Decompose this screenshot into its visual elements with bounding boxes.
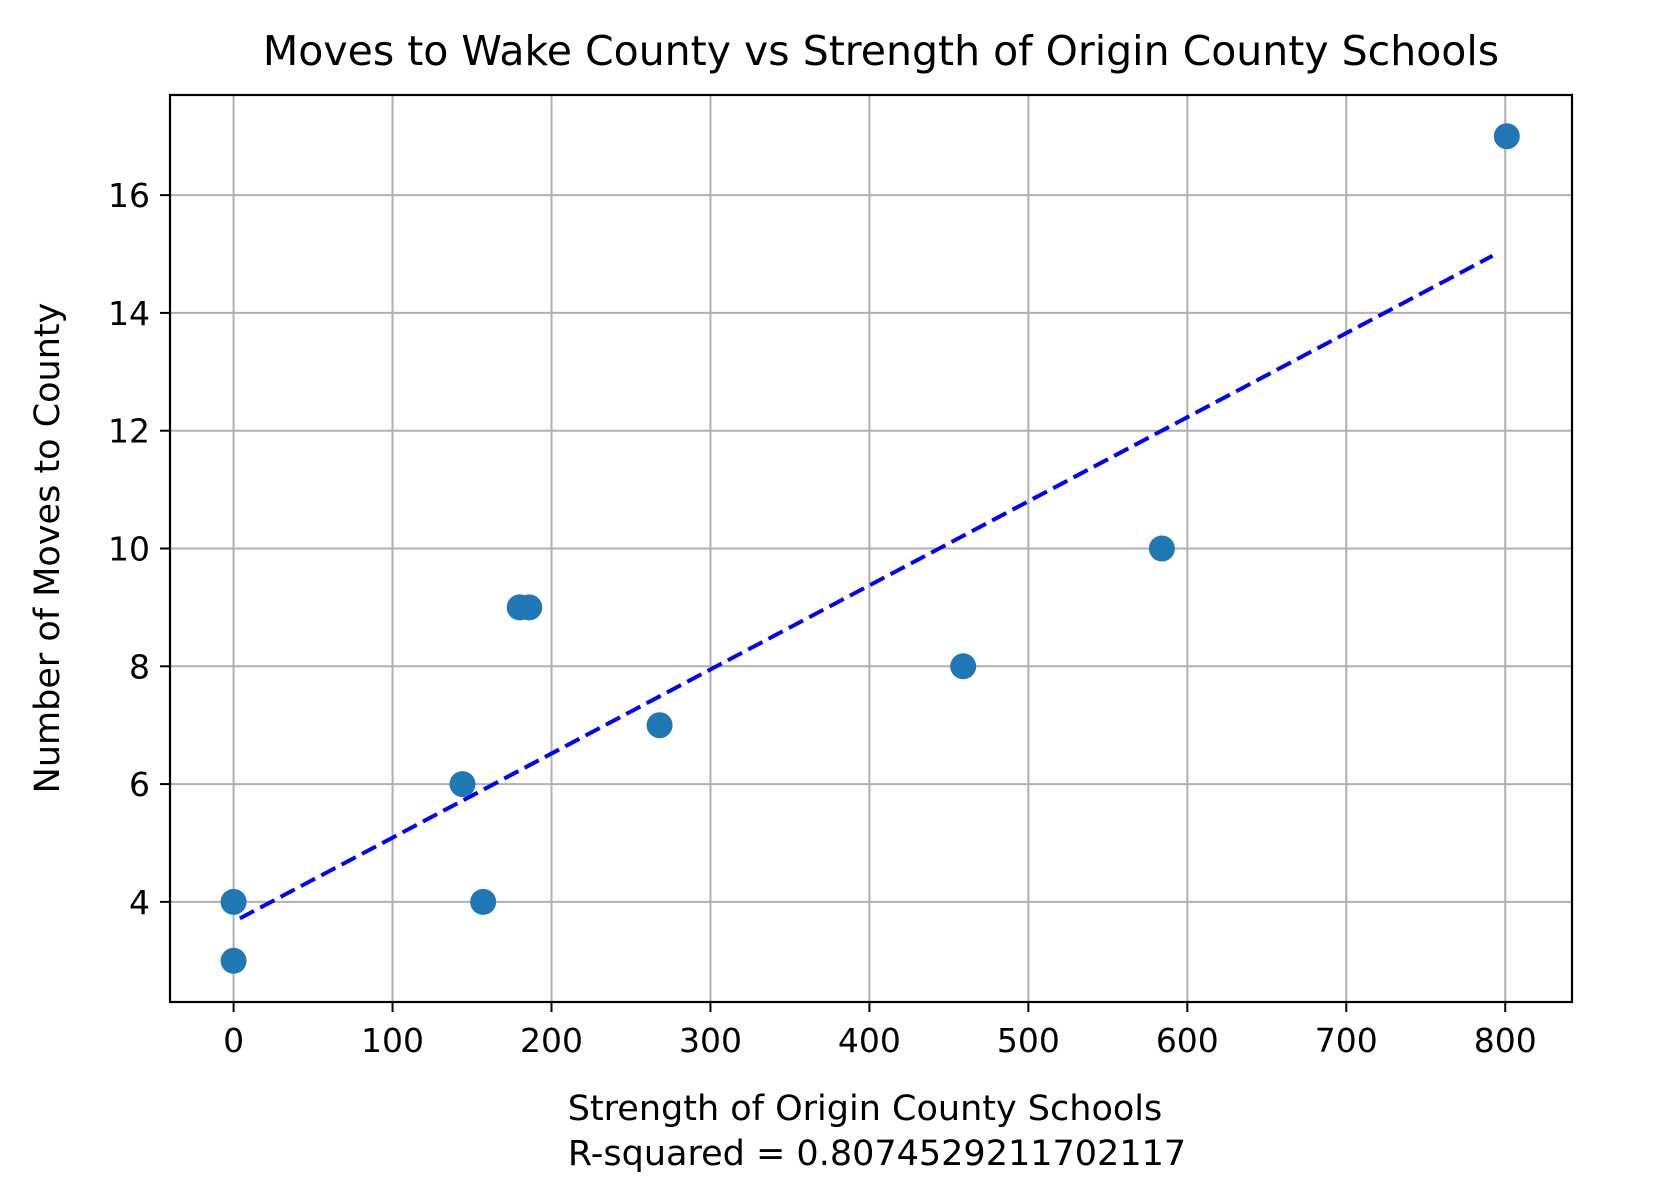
x-axis-label: Strength of Origin County Schools <box>568 1089 1163 1129</box>
y-tick-label: 4 <box>129 883 150 922</box>
scatter-point <box>1148 535 1175 562</box>
x-tick-label: 500 <box>997 1021 1060 1060</box>
r-squared-label: R-squared = 0.8074529211702117 <box>568 1134 1186 1174</box>
y-tick-label: 6 <box>129 765 150 804</box>
x-tick-label: 800 <box>1474 1021 1537 1060</box>
x-tick-label: 100 <box>361 1021 424 1060</box>
y-tick-label: 14 <box>108 294 150 333</box>
y-axis-label: Number of Moves to County <box>28 303 68 794</box>
trendline <box>239 254 1494 921</box>
scatter-point <box>220 947 247 974</box>
scatter-point <box>449 771 476 798</box>
grid-lines <box>170 95 1572 1002</box>
trendline-layer <box>239 254 1494 921</box>
scatter-point <box>516 594 543 621</box>
x-tick-label: 0 <box>223 1021 244 1060</box>
x-tick-label: 200 <box>520 1021 583 1060</box>
y-tick-label: 8 <box>129 647 150 686</box>
x-tick-label: 700 <box>1315 1021 1378 1060</box>
scatter-point <box>950 653 977 680</box>
scatter-point <box>220 888 247 915</box>
y-axis-ticks: 4 6 8 10 12 14 16 <box>108 176 170 922</box>
scatter-point <box>646 712 673 739</box>
scatter-point <box>1493 123 1520 150</box>
x-tick-label: 400 <box>838 1021 901 1060</box>
y-tick-label: 10 <box>108 530 150 569</box>
x-tick-label: 600 <box>1156 1021 1219 1060</box>
x-axis-ticks: 0 100 200 300 400 500 600 700 800 <box>223 1002 1537 1060</box>
chart-title: Moves to Wake County vs Strength of Orig… <box>263 27 1499 75</box>
data-points <box>220 123 1520 974</box>
y-tick-label: 12 <box>108 412 150 451</box>
x-tick-label: 300 <box>679 1021 742 1060</box>
scatter-point <box>470 888 497 915</box>
y-tick-label: 16 <box>108 176 150 215</box>
